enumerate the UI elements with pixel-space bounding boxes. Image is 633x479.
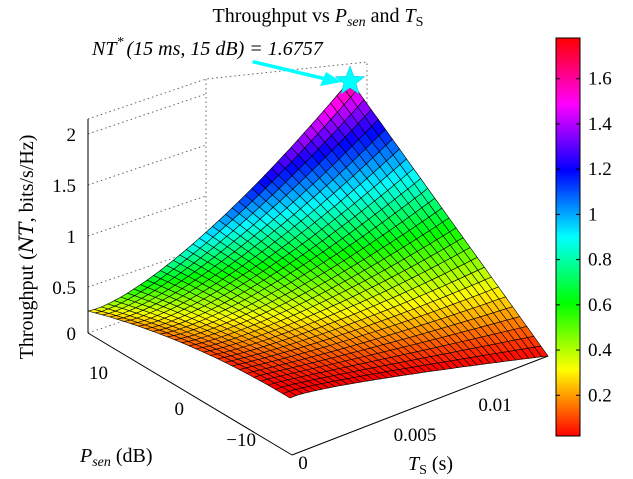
y-axis-ticks: 10 0 −10 — [89, 363, 256, 451]
x-tick-label: 0.01 — [478, 395, 511, 416]
x-axis-ticks: 0 0.005 0.01 — [298, 395, 511, 474]
z-tick-label: 1 — [67, 227, 77, 248]
z-grid-line — [87, 144, 207, 186]
x-axis-label: TS (s) — [408, 453, 453, 478]
z-grid-line — [87, 195, 207, 237]
chart-title: Throughput vs Psen and TS — [213, 5, 424, 30]
z-tick-label: 1.5 — [52, 176, 76, 197]
annotation-arrow — [252, 60, 342, 86]
y-axis-label: Psen (dB) — [79, 445, 153, 470]
z-tick-label: 0 — [67, 324, 77, 345]
y-tick-label: −10 — [226, 430, 256, 451]
axes-lines — [87, 119, 549, 456]
y-tick-label: 0 — [175, 399, 185, 420]
colorbar-tick-label: 1.2 — [588, 159, 612, 180]
colorbar-scale — [555, 37, 581, 437]
surface — [87, 79, 549, 399]
colorbar-tick-label: 0.2 — [588, 385, 612, 406]
optimum-annotation: NT* (15 ms, 15 dB) = 1.6757 — [91, 35, 324, 60]
colorbar: 0.2 0.4 0.6 0.8 1 1.2 1.4 1.6 — [555, 37, 612, 437]
colorbar-tick-label: 1.6 — [588, 69, 612, 90]
colorbar-tick-label: 1 — [588, 204, 598, 225]
z-grid-line — [87, 93, 207, 135]
x-tick-label: 0.005 — [394, 425, 437, 446]
colorbar-tick-label: 0.4 — [588, 340, 612, 361]
colorbar-ticks: 0.2 0.4 0.6 0.8 1 1.2 1.4 1.6 — [556, 69, 612, 406]
x-tick-label: 0 — [298, 453, 308, 474]
z-tick-label: 0.5 — [52, 278, 76, 299]
surface-patch — [282, 390, 298, 399]
colorbar-tick-label: 1.4 — [588, 114, 612, 135]
y-tick-label: 10 — [89, 363, 108, 384]
z-axis-label: Throughput (NT, bits/s/Hz) — [14, 135, 38, 360]
z-tick-label: 2 — [67, 125, 77, 146]
colorbar-tick-label: 0.6 — [588, 295, 612, 316]
colorbar-tick-label: 0.8 — [588, 250, 612, 271]
z-axis-ticks: 0 0.5 1 1.5 2 — [52, 125, 76, 345]
optimum-star-marker — [334, 65, 366, 95]
